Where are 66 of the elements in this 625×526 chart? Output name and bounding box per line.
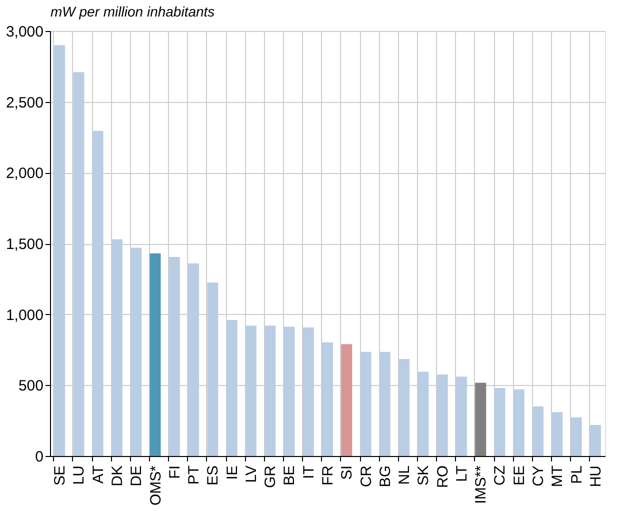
y-tick-label: 500	[18, 378, 44, 395]
x-tick-label: DK	[108, 466, 126, 486]
bar	[226, 320, 238, 456]
bar	[590, 424, 601, 456]
x-tick-label: BG	[376, 466, 394, 488]
bar	[379, 352, 390, 456]
x-tick-label: IE	[224, 466, 241, 480]
x-tick-label: LV	[242, 466, 260, 483]
y-tick-label: 1,500	[6, 236, 44, 253]
x-tick-label: CR	[358, 465, 375, 488]
x-tick-label: IT	[300, 466, 318, 479]
bar	[302, 327, 314, 456]
bar	[513, 389, 524, 456]
x-tick-label: RO	[434, 466, 452, 488]
bar	[150, 253, 161, 456]
y-tick-label: 1,000	[6, 306, 44, 324]
bar	[494, 388, 506, 456]
bar	[168, 256, 180, 456]
x-tick-label: FR	[320, 465, 336, 486]
x-tick-label: FI	[166, 466, 184, 479]
bar	[570, 417, 582, 456]
x-tick-label: CY	[530, 466, 548, 486]
x-tick-label: MT	[549, 466, 566, 488]
bar	[188, 263, 200, 456]
x-tick-label: BE	[281, 466, 298, 486]
x-tick-label: HU	[587, 466, 604, 488]
bar	[111, 239, 122, 456]
y-tick-label: 3,000	[6, 24, 44, 40]
bar	[284, 326, 295, 456]
x-tick-label: SK	[415, 466, 432, 486]
bar	[73, 72, 84, 456]
bar	[341, 344, 352, 456]
bar	[398, 358, 410, 456]
x-tick-label: OMS*	[147, 465, 164, 506]
y-tick-label: 2,500	[6, 94, 44, 112]
x-tick-label: NL	[396, 466, 414, 485]
x-tick-label: DE	[128, 466, 146, 486]
x-tick-label: PT	[186, 466, 203, 485]
x-tick-label: EE	[510, 466, 528, 486]
bar	[456, 376, 467, 456]
bar	[207, 282, 218, 456]
bar	[552, 412, 563, 456]
bar	[436, 374, 448, 456]
x-tick-label: LU	[70, 466, 88, 485]
bar	[322, 342, 333, 456]
bar	[130, 248, 142, 456]
bar	[475, 382, 486, 456]
x-tick-label: CZ	[492, 466, 509, 486]
bar	[360, 352, 372, 456]
x-tick-label: LT	[453, 466, 470, 482]
x-tick-label: ES	[204, 466, 222, 486]
x-tick-label: SI	[338, 466, 356, 480]
bar	[54, 45, 66, 456]
x-tick-label: PL	[568, 466, 586, 484]
y-tick-label: 0	[35, 448, 44, 466]
y-axis-title: mW per million inhabitants	[50, 4, 215, 20]
x-tick-label: GR	[262, 465, 280, 488]
bar	[92, 130, 104, 456]
bar	[245, 326, 256, 456]
bar	[532, 406, 544, 456]
y-tick-label: 2,000	[6, 165, 44, 182]
bar	[264, 326, 276, 456]
x-tick-label: IMS**	[472, 465, 490, 504]
x-tick-label: SE	[52, 466, 69, 486]
bar	[418, 372, 429, 456]
x-tick-label: AT	[90, 466, 107, 484]
